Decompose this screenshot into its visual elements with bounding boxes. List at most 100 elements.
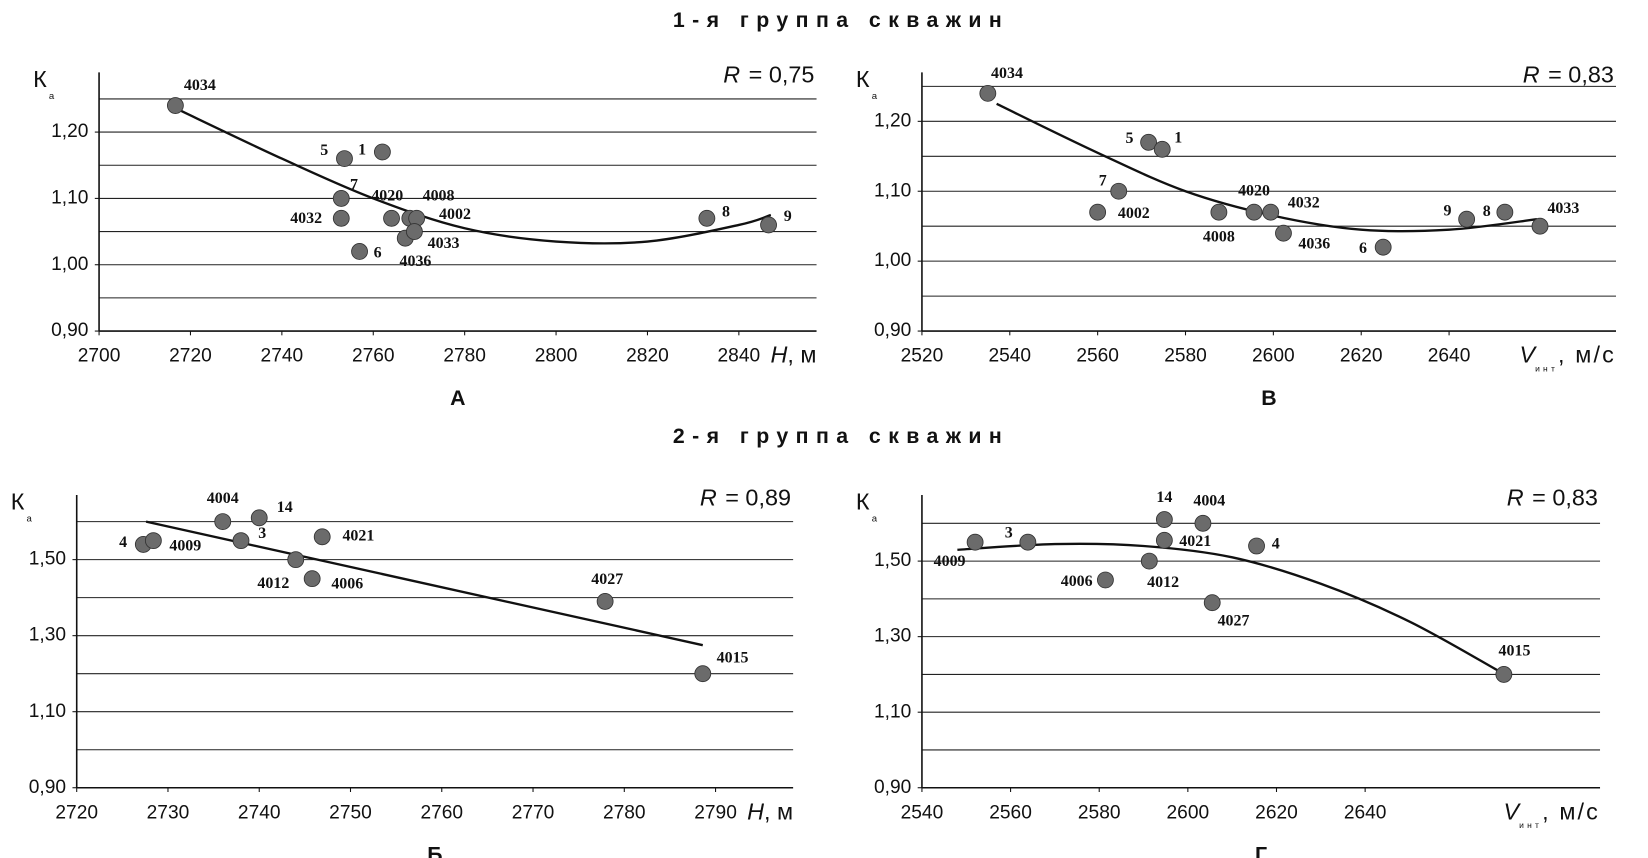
point-label: 4006 [331,576,363,593]
r-value: = 0,75 [749,62,815,88]
x-tick-label: 2540 [988,346,1031,367]
point-label: 4027 [1218,612,1250,629]
point-label: 4032 [290,210,322,227]
data-point [383,209,400,227]
x-tick-label: 2760 [420,802,463,823]
x-tick-label: 2640 [1428,346,1471,367]
x-tick-label: 2640 [1344,802,1387,823]
x-tick-label: 2560 [1076,346,1119,367]
data-point [232,532,250,550]
data-point [166,97,184,114]
x-label: Vинт, м/с [1504,798,1601,830]
data-point [250,509,268,527]
x-label-sub: инт [1535,364,1558,374]
r-value: = 0,89 [725,484,791,510]
data-point [1203,594,1221,612]
x-tick-label: 2840 [718,346,761,367]
x-label-unit: , м/с [1542,798,1600,824]
y-label-sub: а [49,90,55,101]
point-label: 4004 [1193,493,1225,510]
point-label: 4012 [257,575,289,592]
point-label: 4033 [1547,200,1579,217]
data-point [1496,203,1514,221]
y-label-main: К [856,489,870,515]
point-label: 14 [1156,489,1172,506]
y-tick-label: 1,10 [874,701,911,722]
r-value: = 0,83 [1532,484,1598,510]
point-label: 4020 [371,188,403,205]
r-symbol: R [700,484,717,510]
y-label-sub: а [26,513,32,524]
x-tick-label: 2720 [169,346,212,367]
y-label-main: К [33,66,47,92]
x-label-main: V [1504,798,1522,824]
x-tick-label: 2560 [989,802,1032,823]
x-tick-label: 2730 [147,802,190,823]
data-point [351,243,368,260]
panel-label: А [450,386,465,410]
data-point [979,84,997,102]
data-point [313,528,331,546]
x-label-unit: , м/с [1558,342,1616,368]
y-tick-label: 1,50 [29,549,66,570]
data-point [1210,203,1228,221]
x-tick-label: 2700 [78,346,121,367]
y-label-sub: а [872,513,878,524]
point-label: 4 [1272,536,1280,553]
data-point [214,513,232,531]
data-point [1097,571,1114,589]
panel-label: Б [427,842,442,858]
point-label: 1 [1174,129,1182,146]
point-label: 4036 [400,253,432,270]
y-tick-label: 0,90 [874,777,911,798]
data-point [1155,531,1173,549]
point-label: 4002 [1118,205,1150,222]
point-label: 4021 [342,527,374,544]
point-label: 6 [1359,240,1367,257]
x-tick-label: 2790 [694,802,737,823]
r-value: = 0,83 [1548,62,1614,88]
point-label: 4002 [439,206,471,223]
trend-curve [176,107,772,245]
x-tick-label: 2800 [535,346,578,367]
point-label: 4032 [1288,194,1320,211]
panel-label: В [1261,386,1276,410]
r-symbol: R [723,62,740,88]
y-tick-label: 1,10 [874,180,911,201]
point-label: 4008 [423,188,455,205]
trend-curve [957,542,1499,672]
data-point [966,533,984,551]
point-label: 4027 [591,571,623,588]
x-tick-label: 2600 [1252,346,1295,367]
x-label: Vинт, м/с [1520,342,1617,374]
point-label: 4020 [1238,183,1270,200]
point-label: 8 [1483,203,1491,220]
x-tick-label: 2760 [352,346,395,367]
x-tick-label: 2600 [1167,802,1210,823]
point-label: 4015 [1499,643,1531,660]
data-point [1153,140,1171,158]
y-tick-label: 1,10 [51,187,88,208]
point-label: 4033 [428,235,460,252]
x-tick-label: 2750 [329,802,372,823]
data-point [1248,537,1265,555]
x-label: H, м [771,342,817,368]
point-label: 4 [119,534,127,551]
data-point [303,570,321,588]
x-tick-label: 2520 [901,346,944,367]
y-label: Ка [856,489,878,524]
data-point [405,223,423,240]
point-label: 5 [1125,130,1133,147]
point-label: 4021 [1179,533,1211,550]
y-tick-label: 1,10 [29,701,66,722]
point-label: 5 [320,142,328,159]
y-label-sub: а [872,90,878,101]
x-tick-label: 2620 [1340,346,1383,367]
y-tick-label: 0,90 [874,320,911,341]
y-label: Ка [856,66,878,101]
point-label: 4012 [1147,574,1179,591]
y-tick-label: 1,00 [874,250,911,271]
x-tick-label: 2580 [1078,802,1121,823]
